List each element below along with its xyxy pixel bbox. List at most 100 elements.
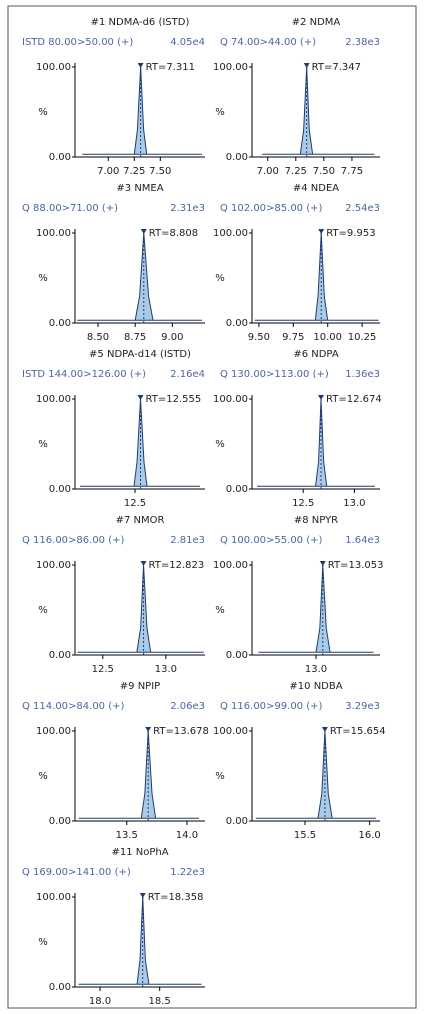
peak-trace [255, 730, 377, 819]
apex-marker [140, 561, 147, 566]
panel-title: #10 NDBA [289, 681, 342, 692]
intensity-label: 2.06e3 [170, 701, 205, 712]
panel-title: #1 NDMA-d6 (ISTD) [91, 17, 190, 28]
y-tick-label: 0.00 [49, 650, 71, 661]
intensity-label: 2.54e3 [345, 203, 380, 214]
transition-label: Q 169.00>141.00 (+) [22, 867, 131, 878]
y-axis-label: % [215, 771, 225, 782]
panel-title: #9 NPIP [120, 681, 160, 692]
panel-title: #8 NPYR [294, 515, 338, 526]
x-tick-label: 12.5 [292, 498, 314, 509]
y-axis-label: % [215, 439, 225, 450]
transition-label: Q 116.00>86.00 (+) [22, 535, 125, 546]
transition-label: Q 130.00>113.00 (+) [220, 369, 329, 380]
rt-label: RT=13.678 [153, 726, 209, 737]
transition-label: Q 116.00>99.00 (+) [220, 701, 323, 712]
y-tick-label: 0.00 [49, 318, 71, 329]
y-tick-label: 0.00 [226, 152, 248, 163]
y-axis-label: % [38, 605, 48, 616]
y-tick-label: 100.00 [213, 228, 248, 239]
apex-marker [145, 727, 152, 732]
x-tick-label: 13.0 [155, 664, 177, 675]
y-axis-label: % [215, 273, 225, 284]
transition-label: Q 114.00>84.00 (+) [22, 701, 125, 712]
y-axis-label: % [38, 107, 48, 118]
y-tick-label: 0.00 [49, 982, 71, 993]
x-tick-label: 9.00 [161, 332, 183, 343]
y-axis-label: % [38, 937, 48, 948]
y-axis-label: % [215, 107, 225, 118]
x-tick-label: 7.75 [341, 166, 363, 177]
x-tick-label: 7.50 [149, 166, 171, 177]
x-tick-label: 10.00 [313, 332, 342, 343]
intensity-label: 3.29e3 [345, 701, 380, 712]
x-tick-label: 7.00 [97, 166, 119, 177]
x-tick-label: 18.0 [89, 996, 111, 1007]
rt-label: RT=7.347 [312, 62, 361, 73]
x-tick-label: 7.00 [257, 166, 279, 177]
rt-label: RT=8.808 [149, 228, 198, 239]
panel-title: #7 NMOR [116, 515, 165, 526]
rt-label: RT=18.358 [148, 892, 204, 903]
intensity-label: 1.64e3 [345, 535, 380, 546]
y-tick-label: 100.00 [36, 726, 71, 737]
panel-title: #6 NDPA [293, 349, 338, 360]
transition-label: ISTD 80.00>50.00 (+) [22, 37, 133, 48]
x-tick-label: 14.0 [176, 830, 198, 841]
peak-trace [80, 398, 200, 487]
intensity-label: 2.31e3 [170, 203, 205, 214]
y-tick-label: 100.00 [36, 394, 71, 405]
rt-label: RT=15.654 [330, 726, 386, 737]
y-tick-label: 100.00 [36, 228, 71, 239]
x-tick-label: 12.5 [124, 498, 146, 509]
y-axis-label: % [38, 439, 48, 450]
panel-title: #11 NoPhA [111, 847, 168, 858]
panel-title: #2 NDMA [292, 17, 341, 28]
y-tick-label: 0.00 [226, 650, 248, 661]
x-tick-label: 9.50 [248, 332, 270, 343]
peak-trace [77, 564, 204, 653]
intensity-label: 2.38e3 [345, 37, 380, 48]
x-tick-label: 18.5 [149, 996, 171, 1007]
x-tick-label: 13.0 [305, 664, 327, 675]
x-tick-label: 13.0 [343, 498, 365, 509]
y-tick-label: 100.00 [213, 726, 248, 737]
y-axis-label: % [38, 771, 48, 782]
x-tick-label: 7.25 [285, 166, 307, 177]
rt-label: RT=12.674 [326, 394, 382, 405]
intensity-label: 4.05e4 [170, 37, 205, 48]
y-tick-label: 0.00 [226, 484, 248, 495]
x-tick-label: 8.50 [87, 332, 109, 343]
peak-trace [78, 730, 199, 819]
y-tick-label: 100.00 [213, 62, 248, 73]
rt-label: RT=9.953 [326, 228, 375, 239]
transition-label: Q 88.00>71.00 (+) [22, 203, 118, 214]
intensity-label: 2.81e3 [170, 535, 205, 546]
apex-marker [139, 893, 146, 898]
intensity-label: 1.36e3 [345, 369, 380, 380]
x-tick-label: 8.75 [124, 332, 146, 343]
y-tick-label: 100.00 [36, 560, 71, 571]
peak-trace [77, 232, 203, 321]
peak-trace [78, 896, 202, 985]
apex-marker [319, 561, 326, 566]
x-tick-label: 15.5 [294, 830, 316, 841]
y-tick-label: 0.00 [226, 816, 248, 827]
apex-marker [318, 229, 325, 234]
peak-trace [82, 66, 202, 155]
apex-marker [318, 395, 325, 400]
x-tick-label: 7.25 [123, 166, 145, 177]
x-tick-label: 10.25 [348, 332, 377, 343]
rt-label: RT=7.311 [146, 62, 195, 73]
peak-trace [258, 564, 374, 653]
x-tick-label: 7.50 [313, 166, 335, 177]
panel-title: #4 NDEA [293, 183, 339, 194]
apex-marker [303, 63, 310, 68]
rt-label: RT=13.053 [328, 560, 384, 571]
transition-label: ISTD 144.00>126.00 (+) [22, 369, 146, 380]
x-tick-label: 16.0 [359, 830, 381, 841]
x-tick-label: 13.5 [116, 830, 138, 841]
y-tick-label: 0.00 [49, 816, 71, 827]
peak-trace [262, 66, 375, 155]
